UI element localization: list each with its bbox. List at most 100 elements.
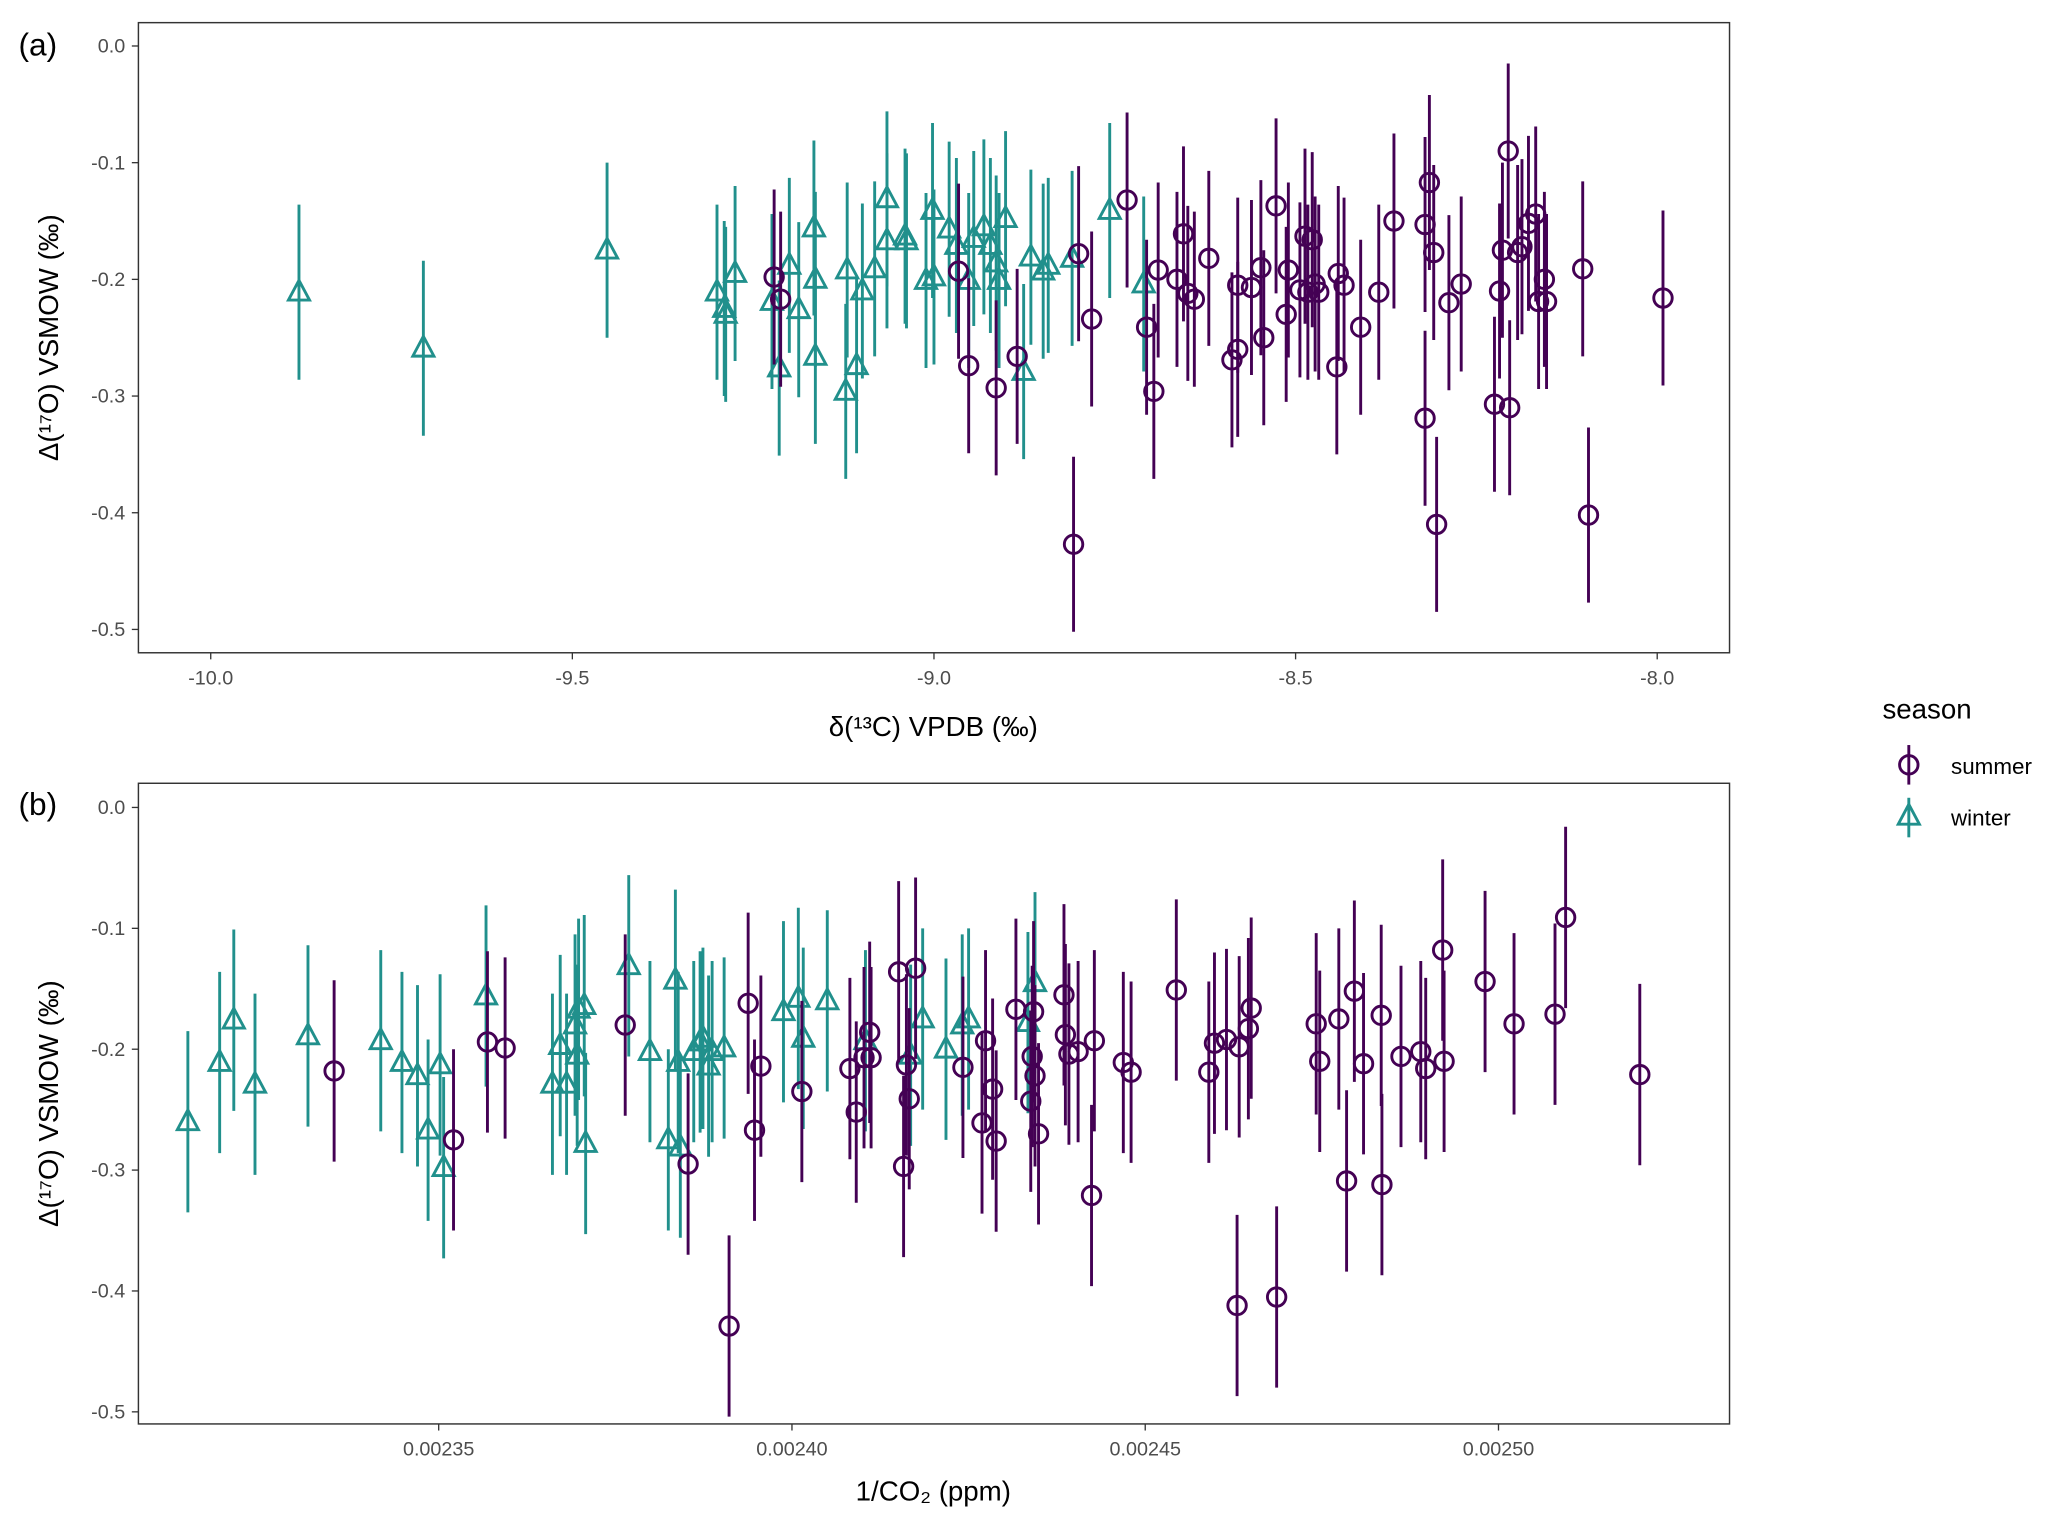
data-point-summer [1177, 282, 1199, 305]
data-point-summer [1511, 236, 1533, 258]
data-point-summer [1498, 397, 1521, 419]
data-point-winter [410, 333, 437, 358]
data-point-winter [1017, 242, 1044, 267]
data-point-winter [960, 223, 987, 248]
panel-b-x-axis-label: 1/CO₂ (ppm) [856, 1475, 1011, 1506]
data-point-summer [853, 1046, 875, 1069]
data-point-summer [737, 992, 759, 1014]
data-point-summer [981, 1078, 1004, 1100]
data-point-winter [206, 1047, 233, 1072]
data-point-summer [1062, 533, 1085, 555]
data-point-summer [985, 377, 1007, 399]
data-point-summer [1425, 513, 1448, 536]
data-point-summer [1067, 1040, 1089, 1063]
data-point-winter [943, 230, 970, 255]
data-point-summer [1265, 1286, 1288, 1308]
data-point-summer [845, 1101, 867, 1123]
data-point-summer [1083, 1030, 1106, 1052]
data-point-summer [1491, 239, 1514, 261]
data-point-summer [763, 266, 785, 288]
data-point-winter [553, 1069, 580, 1094]
data-point-summer [1414, 407, 1436, 429]
data-point-summer [1390, 1045, 1412, 1068]
y-tick-label: -0.2 [91, 269, 125, 291]
data-point-winter [909, 1004, 936, 1029]
data-point-summer [1497, 140, 1519, 162]
panel-a-y-axis-label: Δ(¹⁷O) VSMOW (‰) [33, 214, 64, 461]
data-point-summer [904, 957, 927, 979]
legend-label-winter: winter [1950, 805, 2011, 830]
data-point-summer [1080, 308, 1103, 330]
data-point-winter [572, 1128, 599, 1153]
data-point-summer [1488, 280, 1511, 302]
data-point-summer [1116, 189, 1138, 211]
y-tick-label: 0.0 [98, 36, 125, 58]
x-tick-label: -8.5 [1279, 667, 1313, 689]
y-tick-label: -0.1 [91, 152, 125, 174]
data-point-summer [947, 260, 970, 282]
data-point-summer [895, 1054, 918, 1076]
data-point-summer [1577, 504, 1600, 526]
data-point-summer [1652, 287, 1674, 309]
panel-b-label: (b) [18, 786, 57, 822]
data-point-summer [974, 1030, 997, 1052]
data-point-winter [785, 294, 812, 320]
data-point-winter [834, 255, 861, 280]
data-point-summer [1423, 241, 1445, 264]
data-point-winter [286, 277, 312, 302]
y-tick-label: -0.2 [91, 1039, 125, 1061]
series-summer [763, 63, 1674, 632]
data-point-summer [1172, 223, 1195, 245]
y-tick-label: -0.3 [91, 386, 125, 408]
data-point-summer [1147, 259, 1169, 281]
data-point-summer [839, 1057, 861, 1080]
data-point-winter [893, 225, 920, 251]
data-point-winter [571, 990, 598, 1016]
panel-b: 0.00235 0.00240 0.00245 0.00250 0.0 -0.1 -0.2 -… [91, 782, 1731, 1461]
data-point-summer [1474, 970, 1496, 993]
data-point-summer [892, 1155, 915, 1178]
data-point-winter [367, 1025, 394, 1051]
data-point-winter [776, 250, 803, 275]
data-point-winter [759, 286, 785, 311]
x-tick-label: -9.0 [917, 667, 951, 689]
data-point-summer [718, 1315, 740, 1337]
data-point-winter [388, 1047, 415, 1072]
x-tick-label: 0.00240 [756, 1439, 827, 1461]
y-tick-label: -0.4 [91, 502, 125, 524]
x-tick-label: -9.5 [555, 667, 589, 689]
data-point-summer [1431, 939, 1454, 961]
series-winter [286, 111, 1157, 479]
data-point-summer [860, 1046, 882, 1069]
data-point-summer [1275, 303, 1297, 326]
data-point-summer [442, 1129, 465, 1151]
data-point-summer [1054, 1024, 1077, 1046]
data-point-summer [1333, 274, 1355, 296]
data-point-summer [750, 1055, 772, 1077]
data-point-winter [695, 1051, 722, 1076]
data-point-summer [1335, 1170, 1358, 1192]
data-point-summer [952, 1056, 974, 1079]
x-tick-label: 0.00250 [1463, 1439, 1534, 1461]
data-point-winter [704, 277, 730, 302]
data-point-winter [615, 950, 642, 976]
data-point-summer [1135, 316, 1158, 338]
y-tick-label: -0.1 [91, 918, 125, 940]
data-point-summer [898, 1088, 920, 1110]
data-point-summer [1483, 393, 1506, 415]
data-point-summer [1418, 171, 1441, 194]
series-winter [174, 875, 1048, 1259]
data-point-summer [1277, 259, 1300, 281]
data-point-winter [594, 235, 621, 260]
y-tick-label: -0.3 [91, 1160, 125, 1182]
data-point-winter [174, 1106, 201, 1132]
data-point-summer [1237, 1017, 1260, 1040]
panel-a: -10.0 -9.5 -9.0 -8.5 -8.0 0.0 -0.1 -0.2 -0.3 -0.4… [91, 21, 1731, 689]
x-tick-label: 0.00245 [1110, 1439, 1181, 1461]
data-point-winter [921, 262, 947, 287]
data-point-winter [712, 299, 739, 324]
data-point-winter [861, 253, 888, 279]
x-tick-label: -8.0 [1640, 667, 1674, 689]
data-point-summer [494, 1037, 516, 1059]
